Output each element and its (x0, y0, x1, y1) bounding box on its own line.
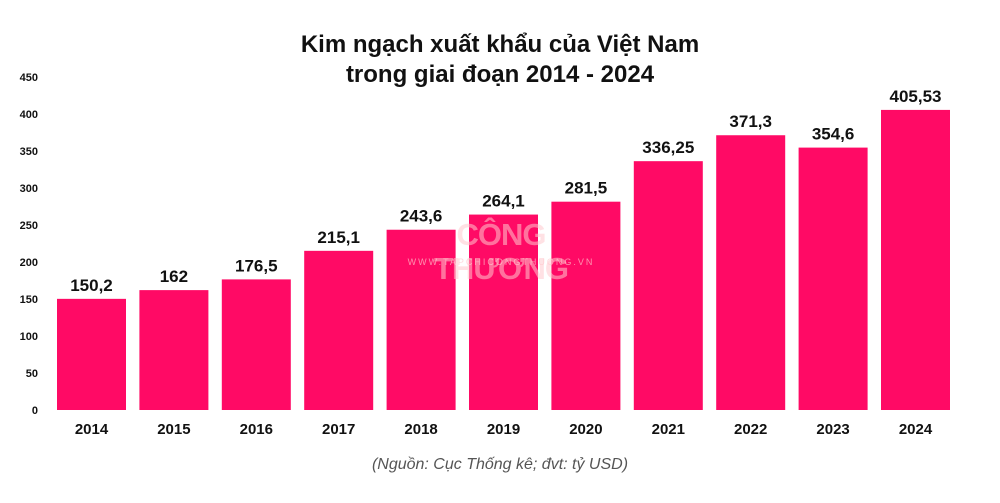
bars (57, 109, 950, 410)
value-label: 264,1 (482, 192, 525, 211)
y-tick-label: 0 (32, 405, 38, 417)
x-axis: 2014 2015 2016 2017 2018 2019 2020 2021 2022 2023… (75, 421, 933, 438)
bar-2015 (139, 290, 209, 410)
bar-2018 (386, 229, 456, 410)
value-label: 371,3 (729, 112, 772, 131)
x-tick-label: 2017 (322, 421, 355, 438)
bar-2023 (798, 147, 868, 410)
bar-2016 (221, 279, 291, 410)
watermark-logo: CÔNG THƯƠNG (434, 217, 569, 286)
x-tick-label: 2016 (240, 421, 273, 438)
value-label: 243,6 (400, 207, 443, 226)
y-tick-label: 300 (20, 183, 38, 195)
y-tick-label: 200 (20, 257, 38, 269)
x-tick-label: 2015 (157, 421, 190, 438)
y-tick-label: 450 (20, 72, 38, 84)
value-labels: 150,2 162 176,5 215,1 243,6 264,1 281,5 336,25 3… (70, 87, 941, 295)
chart-title-line1: Kim ngạch xuất khẩu của Việt Nam (300, 31, 700, 58)
y-tick-label: 100 (20, 331, 38, 343)
x-tick-label: 2021 (652, 421, 685, 438)
y-tick-label: 250 (20, 220, 38, 232)
watermark-url: WWW.TAPCHICONGTHUONG.VN (407, 257, 595, 267)
x-tick-label: 2024 (899, 421, 933, 438)
y-axis: 0 50 100 150 200 250 300 350 400 450 (20, 72, 38, 417)
x-tick-label: 2018 (404, 421, 437, 438)
x-tick-label: 2023 (816, 421, 849, 438)
x-tick-label: 2020 (569, 421, 602, 438)
value-label: 150,2 (70, 276, 113, 295)
chart-title: Kim ngạch xuất khẩu của Việt Nam trong g… (0, 30, 1000, 90)
bar-2019 (469, 214, 538, 410)
bar-2024 (881, 109, 950, 410)
x-tick-label: 2022 (734, 421, 767, 438)
y-tick-label: 400 (20, 109, 38, 121)
y-tick-label: 150 (20, 294, 38, 306)
x-tick-label: 2014 (75, 421, 109, 438)
chart-title-line2: trong giai đoạn 2014 - 2024 (345, 61, 655, 88)
bar-2020 (551, 201, 621, 410)
x-tick-label: 2019 (487, 421, 520, 438)
bar-2021 (633, 161, 703, 410)
bar-2017 (304, 250, 374, 410)
value-label: 281,5 (565, 179, 608, 198)
y-tick-label: 350 (20, 146, 38, 158)
y-tick-label: 50 (26, 368, 38, 380)
value-label: 336,25 (642, 138, 694, 157)
bar-2014 (57, 298, 126, 410)
source-note: (Nguồn: Cục Thống kê; đvt: tỷ USD) (371, 456, 629, 473)
bar-2022 (716, 135, 786, 410)
value-label: 215,1 (317, 228, 360, 247)
value-label: 176,5 (235, 256, 278, 275)
value-label: 354,6 (812, 125, 855, 144)
value-label: 405,53 (890, 87, 942, 106)
value-label: 162 (160, 267, 188, 286)
